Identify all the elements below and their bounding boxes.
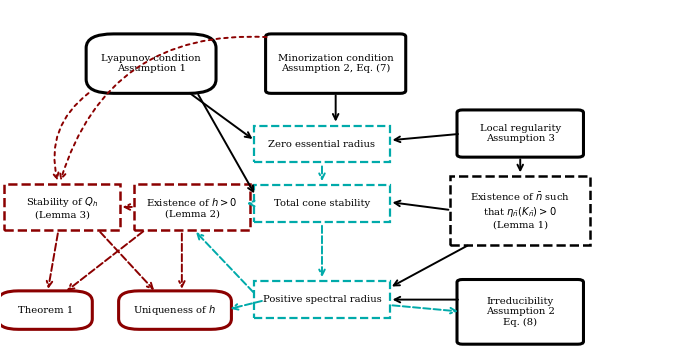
Text: Positive spectral radius: Positive spectral radius bbox=[262, 295, 382, 304]
Text: Stability of $Q_h$
(Lemma 3): Stability of $Q_h$ (Lemma 3) bbox=[26, 195, 99, 219]
Text: Theorem 1: Theorem 1 bbox=[18, 306, 73, 314]
Text: Existence of $h > 0$
(Lemma 2): Existence of $h > 0$ (Lemma 2) bbox=[147, 196, 238, 218]
FancyBboxPatch shape bbox=[253, 126, 390, 163]
Text: Minorization condition
Assumption 2, Eq. (7): Minorization condition Assumption 2, Eq.… bbox=[278, 54, 394, 73]
FancyBboxPatch shape bbox=[86, 34, 216, 93]
Text: Existence of $\bar{n}$ such
that $\eta_{\bar{n}}(K_{\bar{n}}) > 0$
(Lemma 1): Existence of $\bar{n}$ such that $\eta_{… bbox=[470, 191, 571, 230]
FancyBboxPatch shape bbox=[457, 110, 584, 157]
Text: Total cone stability: Total cone stability bbox=[274, 199, 370, 208]
FancyBboxPatch shape bbox=[450, 176, 590, 245]
FancyBboxPatch shape bbox=[253, 185, 390, 222]
FancyBboxPatch shape bbox=[457, 279, 584, 344]
Text: Uniqueness of $h$: Uniqueness of $h$ bbox=[134, 303, 216, 317]
FancyBboxPatch shape bbox=[134, 184, 250, 230]
FancyBboxPatch shape bbox=[253, 281, 390, 318]
FancyBboxPatch shape bbox=[119, 291, 232, 329]
Text: Irreducibility
Assumption 2
Eq. (8): Irreducibility Assumption 2 Eq. (8) bbox=[486, 297, 555, 327]
FancyBboxPatch shape bbox=[0, 291, 92, 329]
FancyBboxPatch shape bbox=[4, 184, 121, 230]
Text: Local regularity
Assumption 3: Local regularity Assumption 3 bbox=[479, 124, 561, 143]
FancyBboxPatch shape bbox=[266, 34, 406, 93]
Text: Lyapunov condition
Assumption 1: Lyapunov condition Assumption 1 bbox=[101, 54, 201, 73]
Text: Zero essential radius: Zero essential radius bbox=[269, 140, 375, 148]
